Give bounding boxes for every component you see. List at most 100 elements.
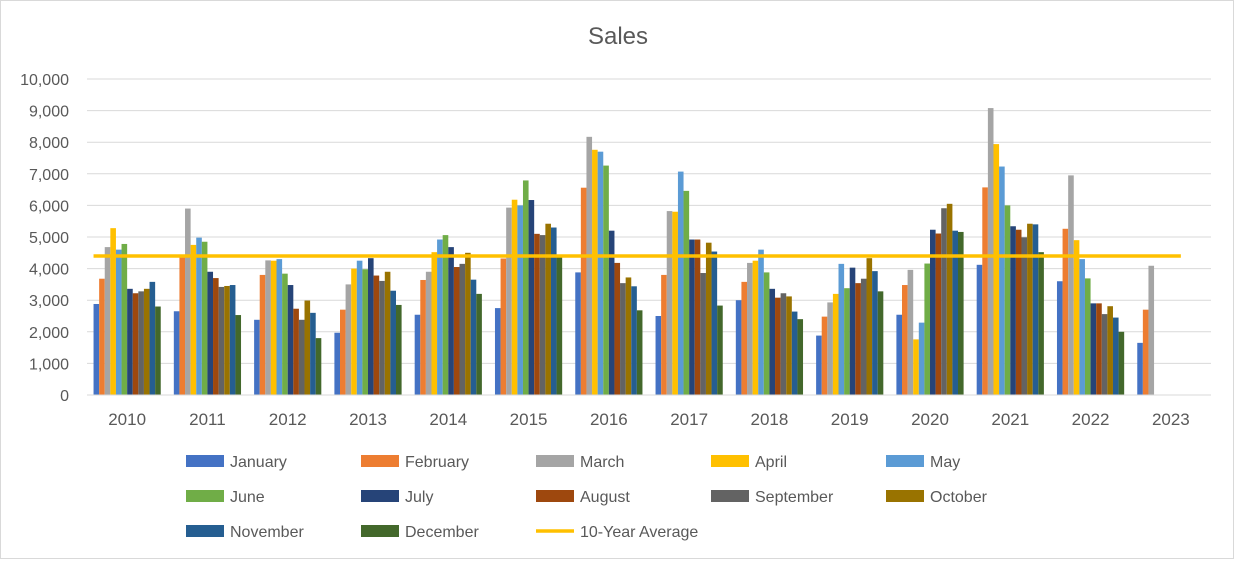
bar	[717, 305, 723, 395]
legend-swatch	[886, 455, 924, 467]
bar	[1084, 278, 1091, 395]
bar	[517, 205, 523, 395]
bar	[1068, 175, 1074, 395]
y-tick-label: 1,000	[29, 356, 69, 373]
y-tick-label: 2,000	[29, 325, 69, 342]
bar	[1038, 252, 1044, 395]
bar	[1148, 265, 1155, 395]
bar	[390, 290, 396, 395]
bar	[115, 249, 122, 395]
bar	[1010, 226, 1016, 395]
legend-label: 10-Year Average	[580, 524, 698, 541]
bar	[844, 288, 850, 395]
legend-label: December	[405, 524, 479, 541]
legend-item: September	[711, 489, 834, 506]
bar	[550, 227, 557, 395]
y-tick-label: 3,000	[29, 293, 69, 310]
bar	[946, 203, 953, 395]
legend-item: March	[536, 454, 624, 471]
legend-item: February	[361, 454, 469, 471]
bar	[1032, 224, 1039, 395]
bar	[677, 171, 684, 395]
bar	[791, 311, 798, 395]
bar	[270, 260, 277, 395]
legend-label: November	[230, 524, 304, 541]
bar	[104, 247, 111, 395]
y-tick-label: 4,000	[29, 262, 69, 279]
x-tick-label: 2019	[831, 410, 869, 429]
bar	[453, 267, 460, 395]
bar	[173, 311, 180, 395]
bar	[190, 244, 197, 395]
bar	[866, 258, 873, 395]
legend: January February March April May June July Augu…	[186, 454, 988, 541]
legend-item: June	[186, 489, 265, 506]
bar	[816, 335, 822, 395]
x-tick-label: 2011	[189, 410, 226, 429]
legend-swatch	[711, 490, 749, 502]
bar	[592, 149, 598, 395]
bar	[705, 242, 712, 395]
bar	[907, 269, 914, 395]
bar	[631, 286, 637, 395]
bar	[827, 302, 833, 395]
bar	[351, 268, 357, 395]
bar	[1015, 229, 1022, 395]
bar	[976, 264, 983, 395]
bar	[918, 322, 925, 395]
bar	[747, 262, 753, 395]
legend-swatch	[361, 525, 399, 537]
legend-swatch	[361, 455, 399, 467]
bar	[149, 281, 156, 395]
bar	[384, 271, 391, 395]
bar	[872, 271, 878, 395]
bar	[259, 274, 266, 395]
bar	[993, 144, 1000, 395]
chart-title: Sales	[588, 23, 648, 50]
legend-label: April	[755, 454, 787, 471]
bar	[694, 239, 701, 395]
bar	[201, 241, 208, 395]
bar	[780, 293, 787, 395]
bar	[298, 319, 305, 395]
legend-swatch	[711, 455, 749, 467]
y-tick-label: 6,000	[29, 198, 69, 215]
bar	[459, 263, 466, 395]
legend-item: 10-Year Average	[536, 524, 698, 541]
bar	[534, 233, 540, 395]
bar	[334, 332, 340, 395]
legend-swatch	[186, 525, 224, 537]
bar	[580, 187, 587, 395]
bar	[442, 235, 449, 395]
bar	[832, 293, 839, 395]
bar	[494, 308, 501, 395]
x-tick-label: 2018	[751, 410, 789, 429]
bar	[935, 233, 942, 395]
legend-item: April	[711, 454, 787, 471]
bar	[786, 296, 792, 395]
legend-label: February	[405, 454, 469, 471]
bar	[860, 278, 867, 395]
legend-item: May	[886, 454, 960, 471]
bar	[877, 291, 884, 395]
bar	[700, 273, 706, 395]
bar	[1062, 228, 1069, 395]
bar	[213, 278, 219, 395]
y-tick-label: 0	[60, 388, 69, 405]
bar	[711, 251, 718, 395]
bar	[556, 256, 563, 395]
bar	[603, 165, 609, 395]
bar	[930, 229, 936, 395]
bar	[431, 252, 438, 395]
legend-swatch	[361, 490, 399, 502]
bar	[1096, 303, 1102, 395]
legend-swatch	[536, 490, 574, 502]
bar	[958, 231, 964, 395]
x-tick-label: 2010	[108, 410, 146, 429]
bar	[1073, 240, 1080, 395]
bar	[121, 243, 128, 395]
bar	[855, 283, 861, 395]
bar	[849, 267, 856, 395]
bar	[340, 309, 346, 395]
